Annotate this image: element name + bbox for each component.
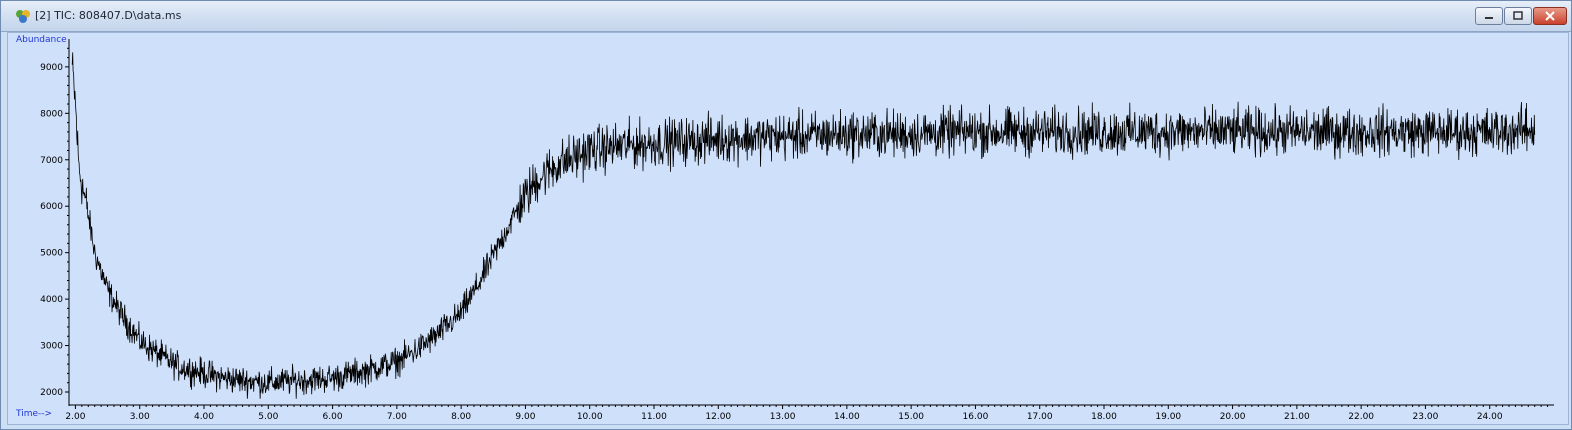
x-tick-label: 4.00 xyxy=(194,412,214,422)
x-tick-label: 18.00 xyxy=(1091,412,1117,422)
x-axis-title: Time--> xyxy=(16,409,53,419)
x-tick-label: 6.00 xyxy=(323,412,343,422)
x-tick-label: 12.00 xyxy=(705,412,731,422)
x-tick-label: 2.00 xyxy=(65,412,85,422)
x-tick-label: 3.00 xyxy=(130,412,150,422)
x-tick-label: 5.00 xyxy=(258,412,278,422)
close-button[interactable] xyxy=(1533,7,1567,25)
axes: 2000 3000 4000 5000 6000 7000 8000 9000 2.00 3.00… xyxy=(40,39,1554,422)
y-tick-label: 8000 xyxy=(40,109,63,119)
x-tick-label: 21.00 xyxy=(1284,412,1310,422)
y-tick-label: 9000 xyxy=(40,63,63,73)
x-tick-label: 7.00 xyxy=(387,412,407,422)
y-tick-label: 5000 xyxy=(40,249,63,259)
x-tick-label: 16.00 xyxy=(963,412,989,422)
x-tick-label: 11.00 xyxy=(641,412,667,422)
x-tick-label: 20.00 xyxy=(1220,412,1246,422)
x-tick-label: 10.00 xyxy=(577,412,603,422)
y-tick-label: 4000 xyxy=(40,295,63,305)
x-tick-label: 24.00 xyxy=(1477,412,1503,422)
tic-trace xyxy=(71,52,1536,399)
x-tick-label: 22.00 xyxy=(1348,412,1374,422)
x-tick-label: 17.00 xyxy=(1027,412,1053,422)
restore-button[interactable] xyxy=(1504,7,1532,25)
x-tick-label: 9.00 xyxy=(515,412,535,422)
window-title: [2] TIC: 808407.D\data.ms xyxy=(35,9,182,22)
y-tick-label: 6000 xyxy=(40,202,63,212)
minimize-button[interactable] xyxy=(1475,7,1503,25)
y-axis-title: Abundance xyxy=(16,35,67,45)
y-tick-label: 7000 xyxy=(40,156,63,166)
tic-trace-group xyxy=(71,52,1536,399)
x-tick-label: 13.00 xyxy=(770,412,796,422)
minimize-icon xyxy=(1485,17,1493,19)
y-tick-label: 2000 xyxy=(40,388,63,398)
title-bar[interactable]: [2] TIC: 808407.D\data.ms xyxy=(1,1,1571,32)
x-tick-label: 14.00 xyxy=(834,412,860,422)
y-tick-label: 3000 xyxy=(40,342,63,352)
tic-chart: 2000 3000 4000 5000 6000 7000 8000 9000 2.00 3.00… xyxy=(40,39,1554,422)
chemstation-app-icon xyxy=(16,10,30,23)
x-tick-label: 8.00 xyxy=(451,412,471,422)
restore-icon xyxy=(1513,11,1523,20)
close-icon xyxy=(1545,11,1555,21)
plot-area[interactable]: 2000 3000 4000 5000 6000 7000 8000 9000 2.00 3.00… xyxy=(7,32,1569,425)
x-tick-label: 19.00 xyxy=(1155,412,1181,422)
x-tick-label: 15.00 xyxy=(898,412,924,422)
x-tick-label: 23.00 xyxy=(1413,412,1439,422)
